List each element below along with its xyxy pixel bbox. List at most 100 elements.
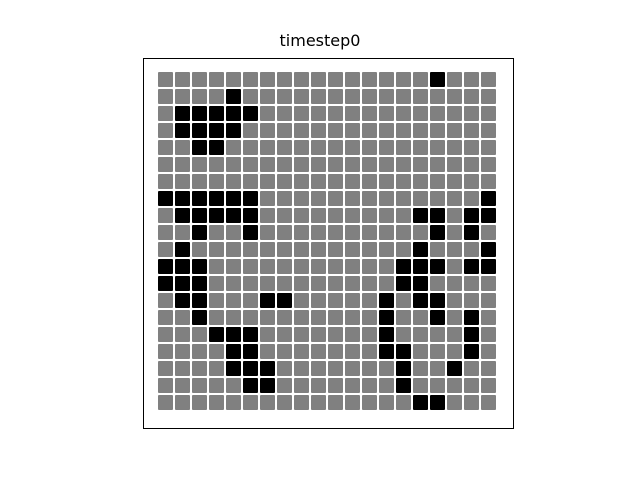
- cell-alive: [226, 344, 241, 359]
- cell-dead: [158, 293, 173, 308]
- cell-dead: [294, 191, 309, 206]
- cell-dead: [260, 106, 275, 121]
- cell-dead: [362, 395, 377, 410]
- cell-dead: [345, 259, 360, 274]
- cell-dead: [192, 89, 207, 104]
- cell-dead: [328, 157, 343, 172]
- cell-dead: [447, 259, 462, 274]
- cell-dead: [362, 157, 377, 172]
- cell-dead: [294, 361, 309, 376]
- cell-dead: [209, 395, 224, 410]
- cell-dead: [345, 344, 360, 359]
- cell-dead: [311, 361, 326, 376]
- cell-dead: [209, 378, 224, 393]
- cell-dead: [345, 157, 360, 172]
- cell-dead: [209, 293, 224, 308]
- cell-dead: [260, 157, 275, 172]
- cell-dead: [362, 242, 377, 257]
- cell-dead: [413, 310, 428, 325]
- cell-alive: [158, 276, 173, 291]
- cell-alive: [430, 395, 445, 410]
- cell-dead: [175, 157, 190, 172]
- cell-dead: [277, 259, 292, 274]
- cell-dead: [396, 327, 411, 342]
- cell-dead: [430, 123, 445, 138]
- cell-dead: [396, 157, 411, 172]
- cell-dead: [260, 191, 275, 206]
- cell-dead: [328, 395, 343, 410]
- cell-dead: [175, 395, 190, 410]
- cell-alive: [413, 395, 428, 410]
- cell-dead: [243, 174, 258, 189]
- cell-dead: [447, 242, 462, 257]
- cell-dead: [294, 140, 309, 155]
- cell-dead: [430, 361, 445, 376]
- cell-alive: [413, 293, 428, 308]
- cell-dead: [328, 225, 343, 240]
- cell-alive: [464, 327, 479, 342]
- cell-dead: [192, 344, 207, 359]
- cell-dead: [175, 361, 190, 376]
- cell-alive: [226, 191, 241, 206]
- cell-dead: [158, 89, 173, 104]
- cell-dead: [158, 72, 173, 87]
- cell-dead: [328, 344, 343, 359]
- cell-alive: [379, 327, 394, 342]
- cell-dead: [158, 140, 173, 155]
- cell-alive: [192, 310, 207, 325]
- cell-dead: [413, 361, 428, 376]
- cell-dead: [413, 174, 428, 189]
- cell-dead: [294, 225, 309, 240]
- game-board: [158, 72, 498, 412]
- cell-dead: [481, 361, 496, 376]
- cell-dead: [277, 72, 292, 87]
- cell-dead: [209, 157, 224, 172]
- cell-dead: [481, 344, 496, 359]
- cell-dead: [396, 72, 411, 87]
- cell-dead: [158, 157, 173, 172]
- cell-alive: [413, 208, 428, 223]
- cell-dead: [396, 174, 411, 189]
- cell-dead: [311, 72, 326, 87]
- cell-dead: [311, 89, 326, 104]
- cell-dead: [277, 123, 292, 138]
- cell-dead: [447, 208, 462, 223]
- cell-dead: [345, 310, 360, 325]
- cell-dead: [311, 123, 326, 138]
- cell-dead: [311, 378, 326, 393]
- cell-dead: [362, 378, 377, 393]
- cell-dead: [379, 259, 394, 274]
- cell-alive: [481, 242, 496, 257]
- cell-dead: [260, 259, 275, 274]
- cell-dead: [396, 395, 411, 410]
- cell-dead: [464, 140, 479, 155]
- cell-dead: [311, 293, 326, 308]
- cell-dead: [243, 310, 258, 325]
- cell-dead: [362, 191, 377, 206]
- cell-alive: [192, 191, 207, 206]
- cell-dead: [345, 191, 360, 206]
- cell-dead: [379, 361, 394, 376]
- cell-dead: [328, 378, 343, 393]
- cell-dead: [362, 276, 377, 291]
- cell-dead: [413, 89, 428, 104]
- cell-dead: [260, 276, 275, 291]
- cell-dead: [413, 123, 428, 138]
- cell-alive: [226, 123, 241, 138]
- cell-dead: [311, 208, 326, 223]
- cell-dead: [192, 327, 207, 342]
- cell-alive: [396, 378, 411, 393]
- cell-dead: [311, 140, 326, 155]
- cell-dead: [379, 89, 394, 104]
- cell-dead: [464, 276, 479, 291]
- cell-dead: [447, 89, 462, 104]
- cell-alive: [277, 293, 292, 308]
- cell-dead: [260, 395, 275, 410]
- cell-dead: [447, 225, 462, 240]
- cell-dead: [243, 157, 258, 172]
- cell-alive: [243, 344, 258, 359]
- cell-dead: [396, 225, 411, 240]
- cell-alive: [175, 123, 190, 138]
- cell-dead: [209, 344, 224, 359]
- cell-dead: [294, 344, 309, 359]
